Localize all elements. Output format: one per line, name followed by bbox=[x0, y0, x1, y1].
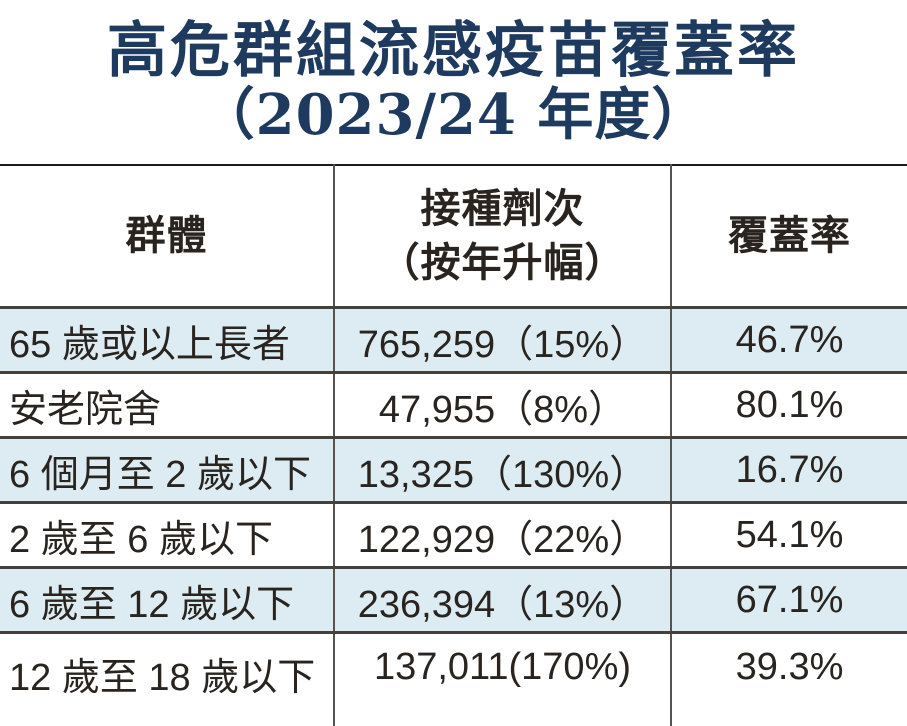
table-row-6months-to-2: 6 個月至 2 歲以下 13,325（130%） 16.7% bbox=[0, 438, 907, 503]
coverage-value: 46.7% bbox=[671, 308, 907, 373]
doses-value: 122,929（22%） bbox=[334, 503, 671, 568]
coverage-value: 80.1% bbox=[671, 373, 907, 438]
table-row-12-to-18: 12 歲至 18 歲以下 137,011(170%) 39.3% bbox=[0, 633, 907, 726]
coverage-value: 39.3% bbox=[671, 633, 907, 726]
group-label: 2 歲至 6 歲以下 bbox=[0, 503, 334, 568]
header-coverage: 覆蓋率 bbox=[671, 165, 907, 308]
doses-value: 765,259（15%） bbox=[334, 308, 671, 373]
header-doses-line1: 接種劑次 bbox=[335, 182, 670, 236]
doses-value: 47,955（8%） bbox=[334, 373, 671, 438]
page-title: 高危群組流感疫苗覆蓋率 （2023/24 年度） bbox=[0, 0, 907, 164]
coverage-value: 54.1% bbox=[671, 503, 907, 568]
table-row-care-homes: 安老院舍 47,955（8%） 80.1% bbox=[0, 373, 907, 438]
title-line-2: （2023/24 年度） bbox=[199, 85, 709, 147]
title-line-1: 高危群組流感疫苗覆蓋率 bbox=[107, 18, 800, 85]
coverage-value: 16.7% bbox=[671, 438, 907, 503]
doses-value: 13,325（130%） bbox=[334, 438, 671, 503]
header-doses: 接種劑次 （按年升幅） bbox=[334, 165, 671, 308]
table-row-6-to-12: 6 歲至 12 歲以下 236,394（13%） 67.1% bbox=[0, 568, 907, 633]
header-doses-line2: （按年升幅） bbox=[335, 236, 670, 290]
group-label: 65 歲或以上長者 bbox=[0, 308, 334, 373]
coverage-table: 群體 接種劑次 （按年升幅） 覆蓋率 65 歲或以上長者 765,259（15%… bbox=[0, 164, 907, 726]
group-label: 12 歲至 18 歲以下 bbox=[0, 633, 334, 726]
header-row: 群體 接種劑次 （按年升幅） 覆蓋率 bbox=[0, 165, 907, 308]
group-label: 安老院舍 bbox=[0, 373, 334, 438]
group-label: 6 個月至 2 歲以下 bbox=[0, 438, 334, 503]
table-row-2-to-6: 2 歲至 6 歲以下 122,929（22%） 54.1% bbox=[0, 503, 907, 568]
coverage-value: 67.1% bbox=[671, 568, 907, 633]
doses-value: 137,011(170%) bbox=[334, 633, 671, 726]
group-label: 6 歲至 12 歲以下 bbox=[0, 568, 334, 633]
doses-value: 236,394（13%） bbox=[334, 568, 671, 633]
table-row-elderly-65plus: 65 歲或以上長者 765,259（15%） 46.7% bbox=[0, 308, 907, 373]
header-group: 群體 bbox=[0, 165, 334, 308]
